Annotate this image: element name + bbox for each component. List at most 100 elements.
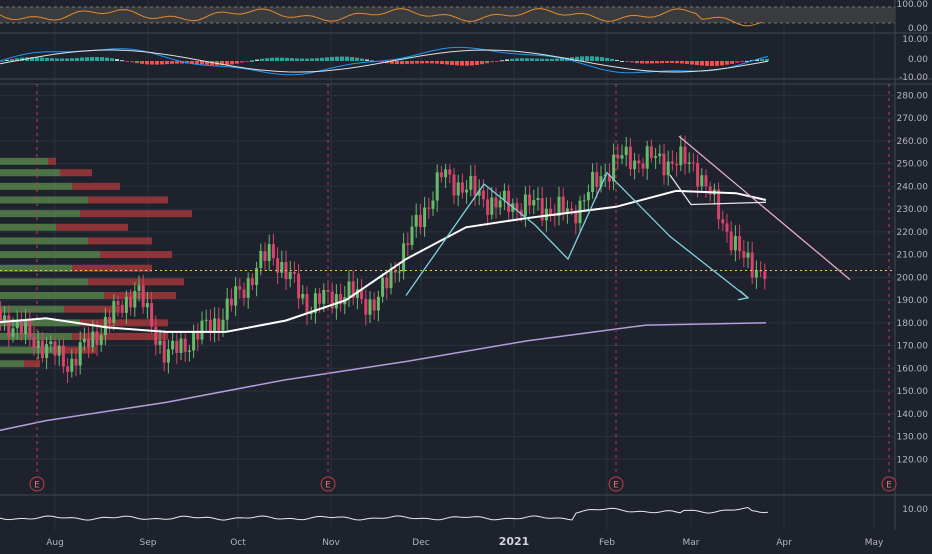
macd-histogram-bar xyxy=(575,56,579,61)
candle-body xyxy=(305,293,309,314)
candle-body xyxy=(557,196,561,217)
candle-body xyxy=(129,296,133,308)
volume-profile-up xyxy=(0,251,100,259)
macd-histogram-bar xyxy=(395,61,399,65)
candle-body xyxy=(242,289,246,298)
macd-histogram-bar xyxy=(405,61,409,64)
candle-body xyxy=(385,277,389,289)
candle-body xyxy=(607,174,611,182)
candle-body xyxy=(3,315,7,322)
price-tick-label: 160.00 xyxy=(897,364,929,374)
macd-histogram-bar xyxy=(70,58,74,61)
macd-histogram-bar xyxy=(535,58,539,61)
candle-body xyxy=(662,153,666,176)
macd-histogram-bar xyxy=(150,61,154,65)
macd-histogram-bar xyxy=(520,58,524,61)
macd-histogram-bar xyxy=(30,57,34,61)
candle-body xyxy=(561,196,565,213)
price-tick-label: 200.00 xyxy=(897,273,929,283)
macd-histogram-bar xyxy=(515,58,519,61)
candle-body xyxy=(721,219,725,224)
candle-body xyxy=(330,291,334,309)
candle-body xyxy=(637,160,641,164)
macd-histogram-bar xyxy=(255,59,259,61)
candle-body xyxy=(418,214,422,228)
macd-histogram-bar xyxy=(495,61,499,62)
candle-body xyxy=(53,341,57,356)
volume-profile-up xyxy=(0,169,60,177)
candle-body xyxy=(297,273,301,299)
macd-histogram-bar xyxy=(335,56,339,61)
macd-histogram-bar xyxy=(550,58,554,61)
candle-body xyxy=(238,286,242,290)
volume-profile-up xyxy=(0,264,72,272)
candle-body xyxy=(549,208,553,216)
macd-histogram-bar xyxy=(105,57,109,61)
candle-body xyxy=(99,335,103,345)
macd-histogram-bar xyxy=(715,61,719,66)
candle-body xyxy=(502,190,506,201)
pattern-line xyxy=(669,174,767,206)
macd-histogram-bar xyxy=(410,61,414,64)
volume-profile-up xyxy=(0,278,88,286)
macd-histogram-bar xyxy=(440,61,444,65)
candle-body xyxy=(372,299,376,311)
volume-profile-down xyxy=(72,264,152,272)
candle-body xyxy=(271,244,275,259)
macd-histogram-bar xyxy=(310,58,314,61)
macd-histogram-bar xyxy=(320,57,324,61)
candle-body xyxy=(19,321,23,334)
candle-body xyxy=(246,278,250,298)
candle-body xyxy=(213,318,217,333)
macd-histogram-bar xyxy=(350,57,354,61)
candle-body xyxy=(494,197,498,208)
macd-histogram-bar xyxy=(505,59,509,61)
price-tick-label: 250.00 xyxy=(897,160,929,170)
macd-histogram-bar xyxy=(725,61,729,65)
candle-body xyxy=(452,174,456,196)
candle-body xyxy=(192,331,196,351)
candle-body xyxy=(427,207,431,209)
macd-histogram-bar xyxy=(545,58,549,61)
macd-histogram-bar xyxy=(670,61,674,64)
candle-body xyxy=(250,278,254,285)
macd-histogram-bar xyxy=(295,58,299,61)
candle-body xyxy=(515,203,519,211)
macd-histogram-bar xyxy=(265,58,269,61)
signal-line xyxy=(0,49,769,73)
volume-profile-up xyxy=(0,332,72,340)
candle-body xyxy=(36,340,40,349)
macd-tick-label: 10.00 xyxy=(902,35,928,45)
time-axis-label: 2021 xyxy=(499,535,530,548)
candle-body xyxy=(628,146,632,170)
candle-body xyxy=(15,321,19,329)
pattern-line xyxy=(405,171,749,299)
macd-histogram-bar xyxy=(155,61,159,65)
candle-body xyxy=(187,350,191,352)
price-tick-label: 220.00 xyxy=(897,228,929,238)
candle-body xyxy=(7,315,11,337)
candle-body xyxy=(410,226,414,246)
candle-body xyxy=(435,172,439,201)
macd-histogram-bar xyxy=(485,61,489,64)
macd-histogram-bar xyxy=(690,61,694,65)
candle-body xyxy=(654,156,658,158)
candle-body xyxy=(389,270,393,289)
candle-body xyxy=(477,190,481,196)
candle-body xyxy=(267,244,271,261)
candle-body xyxy=(318,293,322,304)
candle-body xyxy=(183,338,187,352)
macd-histogram-bar xyxy=(5,59,9,61)
candle-body xyxy=(431,200,435,209)
macd-histogram-bar xyxy=(80,57,84,61)
volume-profile-down xyxy=(80,319,168,327)
time-axis-label: Dec xyxy=(412,538,429,548)
volume-profile-down xyxy=(24,360,40,368)
rsi-tick-label: 0.00 xyxy=(908,24,928,34)
macd-tick-label: -10.00 xyxy=(899,73,928,83)
macd-histogram-bar xyxy=(45,57,49,61)
candle-body xyxy=(150,303,154,327)
candle-body xyxy=(78,342,82,366)
time-axis-label: Aug xyxy=(46,538,64,548)
